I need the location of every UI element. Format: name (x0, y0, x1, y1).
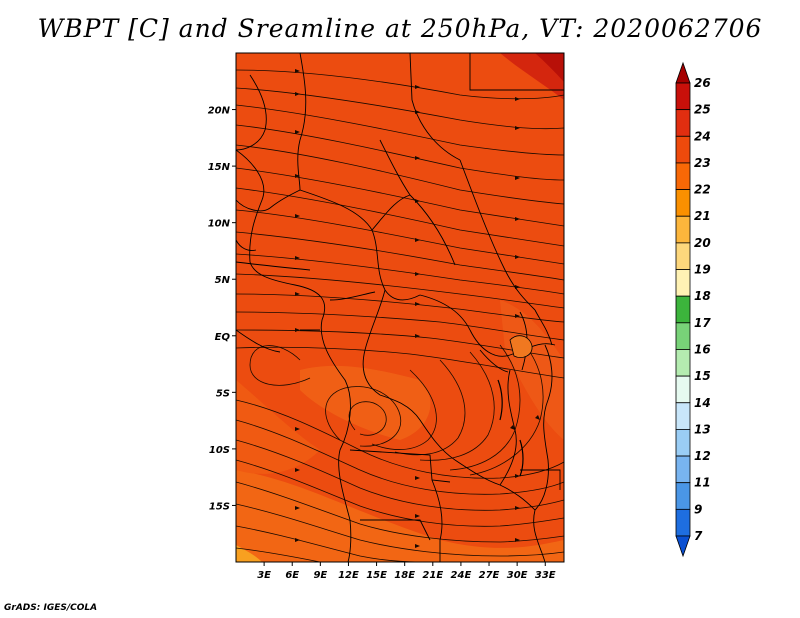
lake-victoria (509, 335, 533, 358)
y-tick-label: 5N (215, 275, 231, 286)
colorbar-label: 16 (694, 342, 711, 356)
x-tick-label: 6E (285, 570, 299, 581)
colorbar: 26 25 24 23 22 21 20 19 18 17 16 15 14 13 12 11 9 7 (675, 61, 711, 558)
colorbar-label: 20 (694, 236, 711, 250)
x-tick-label: 27E (479, 570, 500, 581)
colorbar-label: 12 (694, 449, 711, 463)
colorbar-swatch (675, 429, 691, 457)
field-patch-central (300, 365, 431, 440)
colorbar-arrow-bottom (675, 535, 691, 558)
colorbar-swatch (675, 215, 691, 244)
colorbar-label: 22 (694, 183, 711, 197)
colorbar-label: 26 (694, 76, 711, 90)
field-patch-west (236, 380, 320, 474)
x-tick-label: 30E (507, 570, 528, 581)
colorbar-label: 19 (694, 263, 711, 277)
colorbar-swatch (675, 82, 691, 111)
colorbar-label: 24 (694, 129, 711, 143)
y-tick-label: 10S (209, 445, 230, 456)
colorbar-swatch (675, 135, 691, 164)
colorbar-label: 21 (694, 209, 711, 223)
lake-tanganyika (497, 379, 503, 421)
y-tick-label: 20N (208, 106, 231, 117)
x-tick-label: 9E (313, 570, 327, 581)
map-panel (236, 53, 564, 562)
colorbar-swatch (675, 508, 691, 537)
colorbar-swatch (675, 189, 691, 217)
colorbar-swatch (675, 242, 691, 270)
lake-malawi (519, 439, 524, 477)
colorbar-label: 11 (694, 476, 711, 490)
x-axis: 3E 6E 9E 12E 15E 18E 21E 24E 27E 30E 33E (257, 562, 556, 581)
x-tick-label: 12E (338, 570, 359, 581)
colorbar-arrow-top (675, 61, 691, 84)
colorbar-label: 17 (694, 316, 711, 330)
grads-credit: GrADS: IGES/COLA (4, 603, 98, 613)
colorbar-swatch (675, 162, 691, 190)
colorbar-swatch (675, 269, 691, 297)
x-tick-label: 3E (257, 570, 271, 581)
colorbar-swatch (675, 482, 691, 510)
x-tick-label: 21E (422, 570, 443, 581)
colorbar-swatch (675, 375, 691, 404)
colorbar-swatch (675, 402, 691, 430)
colorbar-label: 14 (694, 396, 711, 410)
y-tick-label: 15S (209, 501, 230, 512)
colorbar-label: 9 (694, 502, 702, 516)
colorbar-swatch (675, 322, 691, 350)
colorbar-swatch (675, 455, 691, 484)
x-tick-label: 33E (535, 570, 556, 581)
streamlines (236, 69, 564, 562)
colorbar-swatch (675, 109, 691, 137)
colorbar-label: 15 (694, 369, 711, 383)
chart-title: WBPT [C] and Sreamline at 250hPa, VT: 20… (37, 14, 763, 43)
x-tick-label: 24E (451, 570, 472, 581)
colorbar-swatch (675, 349, 691, 377)
colorbar-label: 25 (694, 103, 711, 117)
colorbar-label: 7 (694, 529, 703, 543)
y-axis: 20N 15N 10N 5N EQ 5S 10S 15S (208, 106, 236, 512)
field-patch-southwest-corner (236, 545, 262, 562)
colorbar-label: 13 (694, 422, 711, 436)
field-patch-southwest (236, 470, 564, 562)
x-tick-label: 18E (394, 570, 415, 581)
colorbar-swatch (675, 295, 691, 324)
streamline-arrows (295, 69, 540, 548)
colorbar-label: 18 (694, 289, 711, 303)
x-tick-label: 15E (366, 570, 387, 581)
y-tick-label: 15N (208, 162, 231, 173)
country-borders (236, 53, 564, 562)
field-patch-east (500, 300, 564, 440)
colorbar-label: 23 (694, 156, 711, 170)
field-patch-northeast-core (535, 53, 564, 82)
y-tick-label: EQ (215, 332, 231, 343)
map-frame (235, 52, 565, 563)
y-tick-label: 5S (216, 388, 230, 399)
y-tick-label: 10N (208, 219, 231, 230)
